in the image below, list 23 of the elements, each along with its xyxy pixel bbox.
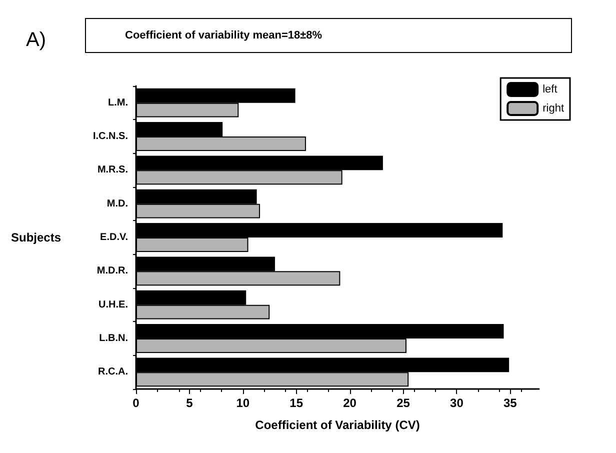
y-tick-label: M.R.S.: [97, 164, 128, 176]
x-tick-label: 15: [290, 396, 304, 410]
x-tick-label: 25: [396, 396, 410, 410]
y-tick-label: M.D.: [106, 198, 128, 210]
x-tick-label: 35: [503, 396, 518, 410]
x-tick-label: 10: [236, 396, 250, 410]
y-tick-label: I.C.N.S.: [93, 131, 128, 142]
y-tick-label: R.C.A.: [98, 366, 128, 378]
y-axis-title: Subjects: [11, 230, 62, 244]
x-tick-label: 30: [450, 396, 464, 410]
y-tick-label: U.H.E.: [98, 299, 128, 310]
y-tick-label: M.D.R.: [96, 266, 128, 277]
y-tick-label: L.M.: [108, 97, 128, 108]
x-tick-label: 20: [343, 396, 357, 410]
x-axis-title: Coefficient of Variability (CV): [255, 418, 420, 432]
legend-label: left: [542, 84, 558, 96]
x-tick-label: 0: [132, 396, 140, 410]
chart-title: Coefficient of variability mean=18±8%: [125, 30, 322, 42]
y-tick-label: L.B.N.: [99, 333, 128, 344]
x-tick-label: 5: [186, 396, 194, 410]
text: A): [26, 29, 46, 51]
y-tick-label: E.D.V.: [100, 232, 128, 243]
legend-label: right: [542, 102, 564, 114]
